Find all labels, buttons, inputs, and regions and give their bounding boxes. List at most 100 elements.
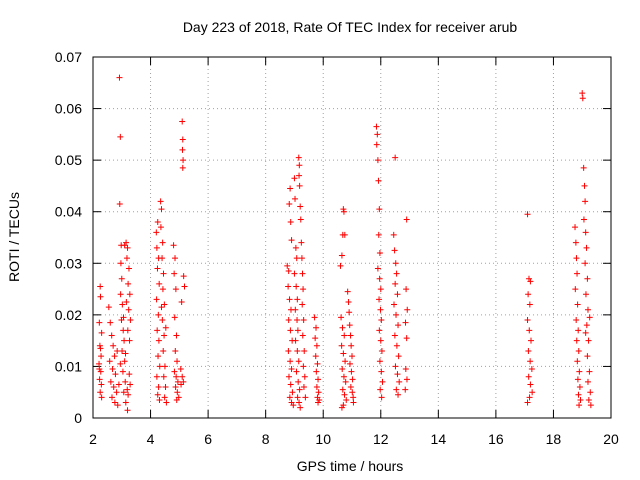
data-point: [122, 378, 129, 385]
data-point: [179, 373, 186, 380]
data-point: [527, 381, 534, 388]
data-point: [348, 342, 355, 349]
data-point: [392, 363, 399, 370]
data-point: [118, 275, 125, 282]
data-point: [178, 381, 185, 388]
data-point: [156, 363, 163, 370]
data-point: [125, 280, 132, 287]
data-point: [294, 327, 301, 334]
data-point: [377, 386, 384, 393]
data-point: [159, 317, 166, 324]
data-point: [584, 378, 591, 385]
data-point: [299, 332, 306, 339]
data-point: [153, 229, 160, 236]
data-point: [392, 154, 399, 161]
data-point: [96, 342, 103, 349]
data-point: [404, 306, 411, 313]
data-point: [171, 314, 178, 321]
data-point: [111, 353, 118, 360]
data-point: [288, 366, 295, 373]
data-point: [177, 366, 184, 373]
y-tick-label: 0.04: [55, 204, 82, 220]
data-point: [117, 291, 124, 298]
data-point: [301, 347, 308, 354]
data-point: [573, 255, 580, 262]
data-point: [112, 371, 119, 378]
data-point: [124, 244, 131, 251]
data-point: [575, 347, 582, 354]
data-point: [373, 141, 380, 148]
data-point: [525, 291, 532, 298]
data-point: [119, 301, 126, 308]
data-point: [395, 353, 402, 360]
x-tick-label: 10: [315, 431, 331, 447]
data-point: [289, 389, 296, 396]
data-point: [374, 265, 381, 272]
data-point: [180, 157, 187, 164]
data-point: [340, 373, 347, 380]
data-point: [296, 182, 303, 189]
data-point: [349, 389, 356, 396]
data-point: [315, 389, 322, 396]
data-point: [300, 317, 307, 324]
x-tick-label: 2: [89, 431, 97, 447]
data-point: [393, 311, 400, 318]
data-point: [392, 260, 399, 267]
data-point: [160, 270, 167, 277]
data-point: [179, 164, 186, 171]
data-point: [297, 203, 304, 210]
data-point: [296, 386, 303, 393]
data-point: [97, 368, 104, 375]
data-point: [393, 270, 400, 277]
data-point: [393, 342, 400, 349]
data-point: [120, 314, 127, 321]
data-point: [155, 337, 162, 344]
data-point: [97, 293, 104, 300]
data-point: [292, 306, 299, 313]
data-point: [348, 368, 355, 375]
data-point: [286, 394, 293, 401]
data-point: [285, 268, 292, 275]
grid-lines: [93, 57, 611, 418]
data-point: [342, 358, 349, 365]
data-point: [312, 353, 319, 360]
data-point: [119, 368, 126, 375]
data-point: [285, 373, 292, 380]
data-point: [376, 249, 383, 256]
data-point: [379, 378, 386, 385]
data-point: [378, 368, 385, 375]
data-point: [117, 133, 124, 140]
data-point: [575, 327, 582, 334]
data-point: [295, 154, 302, 161]
data-point: [125, 265, 132, 272]
data-point: [342, 378, 349, 385]
data-point: [528, 366, 535, 373]
data-point: [524, 211, 531, 218]
data-point: [160, 373, 167, 380]
data-point: [584, 306, 591, 313]
data-point: [126, 337, 133, 344]
data-point: [171, 270, 178, 277]
x-axis-label: GPS time / hours: [297, 458, 404, 474]
data-point: [402, 319, 409, 326]
data-point: [572, 224, 579, 231]
data-point: [107, 378, 114, 385]
data-point: [124, 327, 131, 334]
data-point: [173, 396, 180, 403]
data-point: [174, 358, 181, 365]
data-point: [285, 317, 292, 324]
data-point: [120, 389, 127, 396]
data-point: [403, 376, 410, 383]
data-point: [174, 378, 181, 385]
data-point: [296, 172, 303, 179]
data-point: [298, 239, 305, 246]
data-point: [572, 239, 579, 246]
data-point: [394, 371, 401, 378]
data-point: [572, 286, 579, 293]
data-point: [296, 162, 303, 169]
data-point: [374, 131, 381, 138]
data-point: [403, 335, 410, 342]
data-point: [576, 368, 583, 375]
data-point: [378, 317, 385, 324]
data-point: [156, 396, 163, 403]
